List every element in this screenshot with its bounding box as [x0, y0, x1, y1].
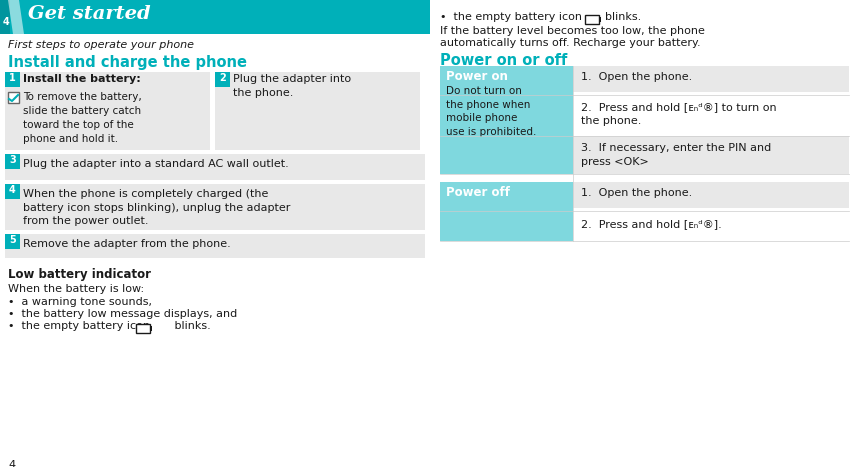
Bar	[215, 72, 420, 150]
Bar	[8, 92, 19, 103]
Text: Power on: Power on	[445, 70, 508, 83]
Text: 1: 1	[9, 73, 16, 83]
Text: 2.  Press and hold [ᴇₙᵈ®].: 2. Press and hold [ᴇₙᵈ®].	[580, 219, 721, 229]
Text: 2.  Press and hold [ᴇₙᵈ®] to turn on
the phone.: 2. Press and hold [ᴇₙᵈ®] to turn on the …	[580, 102, 775, 126]
Bar	[584, 15, 598, 24]
Text: 4: 4	[8, 460, 15, 467]
Bar	[5, 184, 20, 199]
Bar	[5, 72, 210, 150]
Text: •  the empty battery icon       blinks.: • the empty battery icon blinks.	[8, 321, 211, 331]
Bar	[572, 95, 848, 133]
Text: Remove the adapter from the phone.: Remove the adapter from the phone.	[23, 239, 230, 249]
Bar	[136, 324, 150, 333]
Text: Power off: Power off	[445, 186, 509, 199]
Text: To remove the battery,
slide the battery catch
toward the top of the
phone and h: To remove the battery, slide the battery…	[23, 92, 142, 144]
Text: Install the battery:: Install the battery:	[23, 74, 141, 84]
Bar	[5, 234, 20, 249]
Text: •  a warning tone sounds,: • a warning tone sounds,	[8, 297, 152, 307]
Text: blinks.: blinks.	[604, 12, 641, 22]
Bar	[5, 154, 20, 169]
Text: •  the empty battery icon: • the empty battery icon	[439, 12, 581, 22]
Text: 1.  Open the phone.: 1. Open the phone.	[580, 72, 692, 82]
Text: 3: 3	[9, 155, 16, 165]
Polygon shape	[8, 0, 24, 34]
Bar	[5, 72, 20, 87]
Text: automatically turns off. Recharge your battery.: automatically turns off. Recharge your b…	[439, 38, 699, 48]
Bar	[0, 0, 10, 34]
Bar	[572, 182, 848, 208]
Bar	[150, 326, 152, 331]
Text: Install and charge the phone: Install and charge the phone	[8, 55, 247, 70]
Bar	[215, 72, 229, 87]
Text: 1.  Open the phone.: 1. Open the phone.	[580, 188, 692, 198]
Bar	[439, 182, 572, 241]
Bar	[5, 154, 425, 180]
Text: When the phone is completely charged (the
battery icon stops blinking), unplug t: When the phone is completely charged (th…	[23, 189, 290, 226]
Bar	[572, 136, 848, 174]
Text: Low battery indicator: Low battery indicator	[8, 268, 151, 281]
Bar	[439, 66, 572, 174]
Text: When the battery is low:: When the battery is low:	[8, 284, 144, 294]
Text: 2: 2	[219, 73, 225, 83]
Bar	[5, 184, 425, 230]
Text: Do not turn on
the phone when
mobile phone
use is prohibited.: Do not turn on the phone when mobile pho…	[445, 86, 536, 137]
Text: Plug the adapter into a standard AC wall outlet.: Plug the adapter into a standard AC wall…	[23, 159, 288, 169]
Bar	[572, 211, 848, 241]
Text: 4: 4	[3, 17, 9, 27]
Text: 3.  If necessary, enter the PIN and
press <OK>: 3. If necessary, enter the PIN and press…	[580, 143, 770, 167]
Text: Power on or off: Power on or off	[439, 53, 566, 68]
Text: If the battery level becomes too low, the phone: If the battery level becomes too low, th…	[439, 26, 704, 36]
Bar	[572, 66, 848, 92]
Text: First steps to operate your phone: First steps to operate your phone	[8, 40, 194, 50]
Text: Get started: Get started	[28, 5, 150, 23]
Text: •  the battery low message displays, and: • the battery low message displays, and	[8, 309, 237, 319]
Text: 5: 5	[9, 235, 16, 245]
Text: Plug the adapter into
the phone.: Plug the adapter into the phone.	[233, 74, 351, 98]
Bar	[0, 0, 430, 34]
Bar	[598, 17, 601, 22]
Bar	[5, 234, 425, 258]
Text: 4: 4	[9, 185, 16, 195]
